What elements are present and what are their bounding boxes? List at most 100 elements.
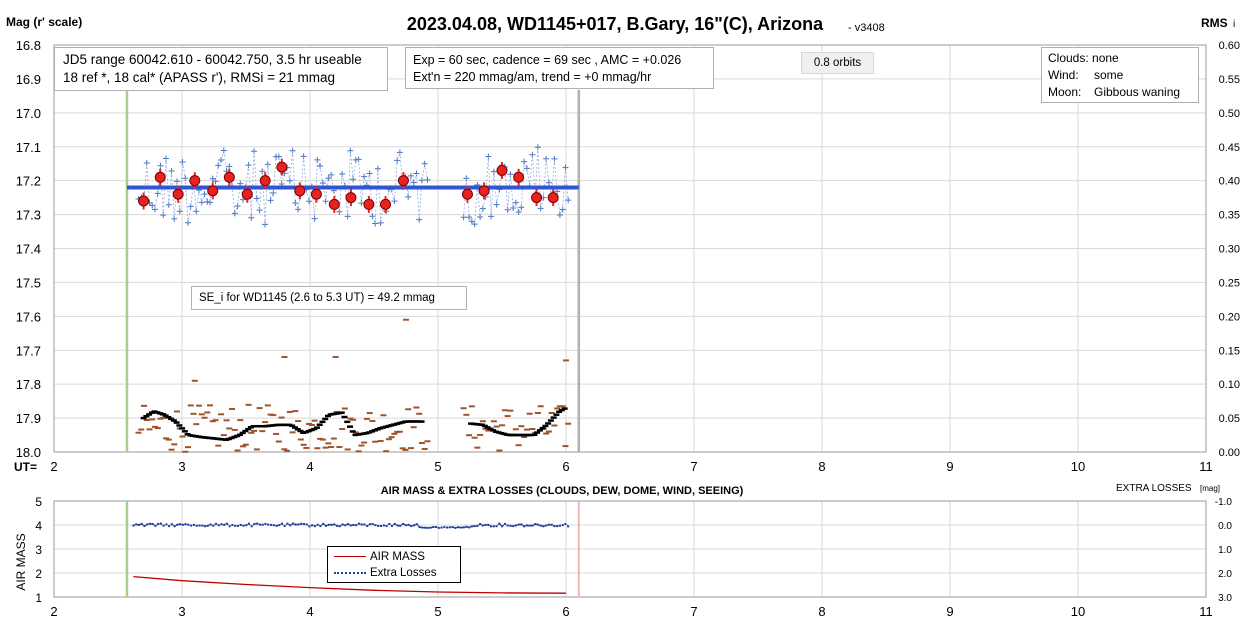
extra-losses-point — [308, 525, 311, 528]
extra-losses-point — [424, 526, 427, 529]
binned-data-point — [547, 192, 559, 204]
binned-data-point — [207, 185, 219, 197]
extra-losses-point — [531, 524, 534, 527]
extra-losses-point — [360, 523, 363, 526]
extra-losses-point — [435, 526, 438, 528]
extra-losses-point — [517, 523, 520, 526]
info-box-exposure: Exp = 60 sec, cadence = 69 sec , AMC = +… — [405, 47, 714, 89]
extra-losses-point — [256, 522, 259, 525]
raw-connector — [338, 173, 343, 212]
top-ytick-right: 0.10 — [1219, 379, 1240, 391]
extra-losses-point — [151, 523, 154, 525]
y-left-label: Mag (r' scale) — [6, 15, 82, 29]
bottom-right-label: EXTRA LOSSES — [1116, 483, 1192, 494]
extra-losses-point — [349, 524, 352, 527]
binned-data-point — [223, 171, 235, 183]
binned-data-point — [310, 188, 322, 200]
top-ytick-left: 17.6 — [16, 309, 41, 324]
bottom-xtick: 5 — [434, 604, 441, 619]
raw-connector — [146, 163, 150, 203]
extra-losses-point — [514, 524, 517, 527]
raw-connector — [413, 173, 417, 183]
top-ytick-left: 17.4 — [16, 242, 41, 257]
binned-data-point — [259, 175, 271, 187]
raw-connector — [396, 152, 401, 161]
raw-data-point — [209, 175, 216, 182]
binned-data-point — [138, 195, 150, 207]
raw-connector — [377, 168, 382, 223]
extra-losses-point — [333, 523, 336, 526]
extra-losses-point — [413, 524, 416, 527]
raw-data-point — [556, 212, 563, 219]
extra-losses-point — [209, 523, 212, 526]
raw-connector — [532, 154, 536, 197]
raw-connector — [212, 178, 216, 182]
se-label: SE_i for WD1145 (2.6 to 5.3 UT) = 49.2 m… — [199, 292, 435, 304]
extra-losses-point — [393, 522, 396, 525]
extra-losses-point — [250, 525, 253, 528]
extra-losses-point — [137, 523, 140, 526]
top-ytick-left: 17.9 — [16, 411, 41, 426]
extra-losses-point — [443, 526, 446, 529]
clouds-value: none — [1092, 51, 1119, 65]
top-ytick-right: 0.00 — [1219, 447, 1240, 459]
info-box-exposure-line2: Ext'n = 220 mmag/am, trend = +0 mmag/hr — [413, 70, 652, 84]
extra-losses-point — [415, 523, 418, 526]
extra-losses-point — [314, 525, 316, 528]
raw-data-point — [204, 198, 211, 205]
extra-losses-point — [347, 523, 349, 526]
extra-losses-point — [459, 526, 462, 529]
bottom-xtick: 11 — [1199, 604, 1213, 619]
raw-data-point — [253, 195, 260, 202]
top-ytick-left: 17.5 — [16, 275, 41, 290]
legend-airmass-label: AIR MASS — [370, 551, 425, 563]
extra-losses-point — [294, 523, 297, 526]
bottom-xtick: 8 — [818, 604, 825, 619]
extra-losses-point — [525, 524, 528, 527]
legend-extra: Extra Losses — [334, 565, 454, 581]
y-right-label-sub: i — [1233, 19, 1235, 30]
moon-row: Moon: Gibbous waning — [1048, 84, 1192, 101]
extra-losses-point — [503, 522, 506, 525]
extra-losses-point — [195, 524, 198, 527]
extra-losses-point — [217, 524, 220, 527]
top-xtick: 2 — [50, 459, 57, 474]
raw-connector — [195, 190, 200, 212]
extra-losses-point — [399, 524, 402, 527]
info-box-jd: JD5 range 60042.610 - 60042.750, 3.5 hr … — [54, 47, 388, 91]
extra-losses-point — [495, 525, 498, 528]
wind-value: some — [1094, 68, 1124, 82]
extra-losses-point — [223, 523, 226, 526]
extra-losses-point — [341, 523, 344, 526]
extra-losses-point — [440, 526, 443, 529]
raw-connector — [253, 151, 258, 199]
extra-losses-point — [506, 524, 509, 527]
extra-losses-point — [536, 523, 539, 526]
top-xtick: 6 — [562, 459, 569, 474]
extra-losses-point — [366, 525, 369, 527]
extra-losses-point — [187, 523, 190, 526]
bottom-ytick-right: 3.0 — [1218, 593, 1232, 604]
extra-losses-point — [245, 524, 248, 527]
top-ytick-right: 0.15 — [1219, 345, 1240, 357]
bottom-ytick-left: 1 — [35, 591, 42, 605]
bottom-ytick-left: 5 — [35, 495, 42, 509]
bottom-xtick: 9 — [946, 604, 953, 619]
extra-losses-point — [162, 524, 165, 527]
extra-losses-point — [404, 524, 407, 527]
extra-losses-point — [231, 524, 234, 526]
raw-connector — [565, 167, 569, 201]
extra-losses-point — [192, 523, 195, 526]
extra-losses-point — [520, 523, 523, 526]
extra-losses-point — [388, 523, 391, 525]
raw-data-point — [325, 175, 332, 182]
extra-losses-point — [539, 524, 542, 527]
extra-losses-point — [553, 525, 556, 528]
extra-losses-point — [278, 524, 281, 527]
bottom-xtick: 2 — [50, 604, 57, 619]
top-ytick-right: 0.25 — [1219, 277, 1240, 289]
raw-data-point — [218, 157, 225, 164]
extra-losses-point — [275, 524, 278, 527]
raw-connector — [474, 184, 478, 225]
